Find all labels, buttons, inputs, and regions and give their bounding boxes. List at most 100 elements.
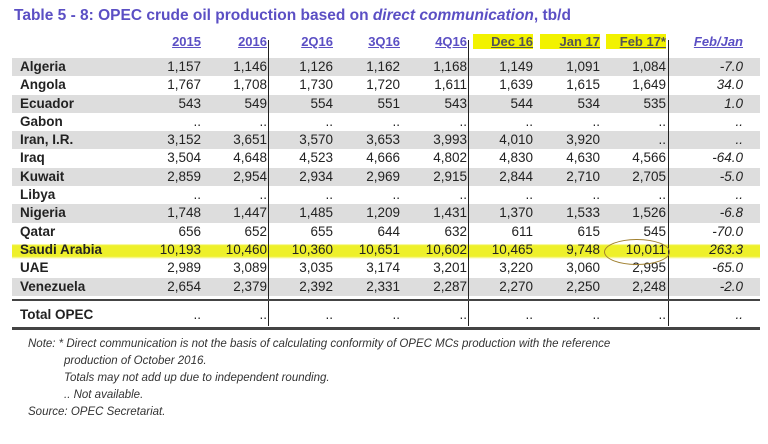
divider [12,327,760,330]
cell-value: 2,710 [566,168,600,184]
cell-value: .. [392,113,400,129]
row-label: Total OPEC [20,306,94,322]
cell-value: .. [592,187,600,203]
cell-value: 3,920 [566,132,600,148]
cell-value: 2,287 [433,278,467,294]
cell-value: 10,360 [291,241,333,257]
table-row: UAE 2,989 3,089 3,035 3,174 3,201 3,220 3,060 2,… [12,259,760,277]
cell-value: 3,089 [233,260,267,276]
cell-value: .. [259,113,267,129]
cell-value: .. [325,187,333,203]
cell-value: .. [193,306,201,322]
row-label: Saudi Arabia [20,241,103,257]
table-row: Qatar 656 652 655 644 632 611 615 545 -70.0 [12,223,760,241]
cell-value: .. [735,132,743,148]
cell-value: .. [658,187,666,203]
table-row: Libya.................. [12,186,760,204]
cell-value: 2,934 [299,168,333,184]
header-row: 2015 2016 2Q16 3Q16 4Q16 Dec 16 Jan 17 Feb 17* F… [12,34,760,52]
divider [468,40,469,326]
cell-value: 10,193 [159,241,201,257]
cell-value: 2,915 [433,168,467,184]
cell-value: 644 [377,223,400,239]
cell-value: 543 [444,95,467,111]
cell-value: 1,162 [366,59,400,74]
annotation-circle [604,239,670,265]
cell-value: 2,331 [366,278,400,294]
cell-value: 2,250 [566,278,600,294]
cell-value: 1.0 [724,95,743,111]
cell-value: .. [658,113,666,129]
column-header: 2Q16 [301,34,333,49]
cell-value: 263.3 [709,241,743,257]
cell-value: 1,533 [566,205,600,221]
cell-value: .. [193,113,201,129]
cell-value: 1,370 [499,205,533,221]
column-header: 3Q16 [368,34,400,49]
row-label: Iran, I.R. [20,132,74,148]
cell-value: 1,526 [632,205,666,221]
cell-value: .. [193,187,201,203]
row-label: Angola [20,77,66,93]
cell-value: 615 [577,223,600,239]
cell-value: 4,630 [566,150,600,166]
cell-value: 3,220 [499,260,533,276]
cell-value: 1,431 [433,205,467,221]
table-row: Ecuador 543 549 554 551 543 544 534 535 1.0 [12,94,760,113]
column-header: Feb/Jan [693,34,743,49]
note-line: Source: OPEC Secretariat. [28,406,166,418]
cell-value: .. [592,306,600,322]
cell-value: 4,010 [499,132,533,148]
cell-value: 1,168 [433,59,467,74]
cell-value: 535 [643,95,666,111]
note-line: production of October 2016. [64,355,207,367]
column-header: Dec 16 [473,34,533,49]
cell-value: 2,969 [366,168,400,184]
cell-value: 3,060 [566,260,600,276]
cell-value: .. [525,113,533,129]
cell-value: 2,248 [632,278,666,294]
cell-value: 2,705 [632,168,666,184]
total-row: Total OPEC.................. [12,306,760,324]
cell-value: .. [658,306,666,322]
cell-value: 611 [511,223,533,239]
cell-value: 632 [444,223,467,239]
cell-value: .. [459,306,467,322]
cell-value: 2,379 [233,278,267,294]
cell-value: -6.8 [719,205,743,221]
cell-value: 2,954 [233,168,267,184]
cell-value: .. [525,187,533,203]
cell-value: .. [525,306,533,322]
cell-value: .. [735,306,743,322]
cell-value: .. [325,113,333,129]
cell-value: 2,654 [167,278,201,294]
cell-value: 1,146 [233,59,267,74]
column-header: 4Q16 [435,34,467,49]
table-title: Table 5 - 8: OPEC crude oil production b… [14,7,571,24]
table-row: Iran, I.R. 3,152 3,651 3,570 3,653 3,993 4,010… [12,131,760,150]
cell-value: 1,720 [366,77,400,93]
cell-value: .. [392,306,400,322]
cell-value: .. [658,132,666,148]
cell-value: 3,174 [366,260,400,276]
cell-value: -70.0 [712,223,743,239]
column-header: Jan 17 [540,34,600,49]
cell-value: 655 [310,223,333,239]
table-row: Gabon.................. [12,113,760,131]
cell-value: 656 [178,223,201,239]
cell-value: 3,653 [366,132,400,148]
cell-value: .. [735,187,743,203]
table-row: Saudi Arabia 10,193 10,460 10,360 10,651 10,6… [12,240,760,260]
table-row: Venezuela 2,654 2,379 2,392 2,331 2,287 2,270 2… [12,277,760,296]
cell-value: .. [259,306,267,322]
cell-value: .. [459,187,467,203]
cell-value: .. [592,113,600,129]
cell-value: -64.0 [712,150,743,166]
cell-value: 2,270 [499,278,533,294]
cell-value: 1,708 [233,77,267,93]
note-line: Note: * Direct communication is not the … [28,338,611,350]
cell-value: 1,767 [167,77,201,93]
cell-value: 549 [244,95,267,111]
cell-value: 34.0 [716,77,743,93]
cell-value: 4,648 [233,150,267,166]
